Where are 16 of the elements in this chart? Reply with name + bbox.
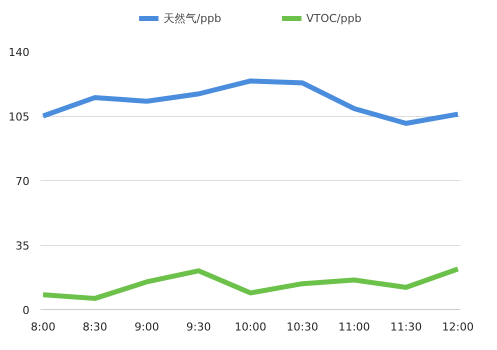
x-tick-label: 9:00 (134, 320, 160, 334)
y-tick-label: 140 (8, 46, 30, 59)
x-tick-label: 10:30 (286, 320, 318, 334)
x-tick-label: 8:00 (30, 320, 56, 334)
x-tick-label: 10:00 (234, 320, 266, 334)
legend-label: VTOC/ppb (306, 12, 362, 24)
x-tick-label: 9:30 (186, 320, 211, 334)
y-tick-label: 0 (22, 304, 30, 317)
x-tick-label: 11:30 (390, 320, 422, 334)
x-tick-label: 12:00 (442, 320, 474, 334)
y-tick-label: 70 (16, 175, 30, 188)
legend-label: 天然气/ppb (164, 10, 222, 26)
y-tick-label: 35 (16, 240, 30, 252)
y-tick-label: 105 (8, 110, 30, 124)
x-tick-label: 8:30 (82, 320, 108, 334)
x-tick-label: 11:00 (338, 320, 370, 334)
